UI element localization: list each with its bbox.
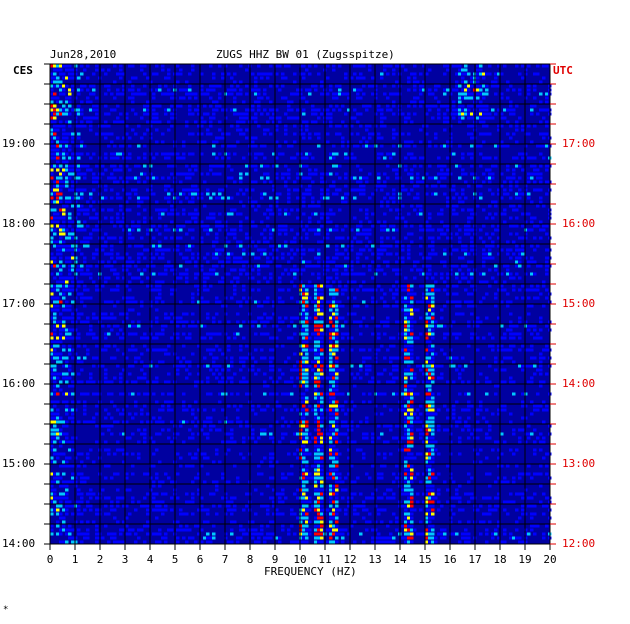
left-time-tick-label: 16:00 xyxy=(2,377,36,390)
x-tick-label: 16 xyxy=(443,553,457,566)
x-tick-label: 0 xyxy=(46,553,54,566)
right-time-tick-label: 16:00 xyxy=(562,217,596,230)
right-time-tick-label: 13:00 xyxy=(562,457,596,470)
left-time-tick-label: 19:00 xyxy=(2,137,36,150)
right-time-tick-label: 17:00 xyxy=(562,137,596,150)
left-time-tick-label: 17:00 xyxy=(2,297,36,310)
axes xyxy=(44,63,556,550)
right-time-tick-label: 12:00 xyxy=(562,537,596,550)
grid-lines xyxy=(49,63,551,545)
right-timezone-label: UTC xyxy=(553,64,573,77)
left-time-tick-label: 18:00 xyxy=(2,217,36,230)
x-tick-label: 2 xyxy=(96,553,104,566)
x-tick-label: 18 xyxy=(493,553,507,566)
x-tick-label: 12 xyxy=(343,553,357,566)
x-tick-label: 17 xyxy=(468,553,482,566)
x-tick-label: 6 xyxy=(196,553,204,566)
x-tick-label: 9 xyxy=(271,553,279,566)
x-tick-label: 20 xyxy=(543,553,557,566)
date-label: Jun28,2010 xyxy=(50,48,117,61)
x-tick-label: 19 xyxy=(518,553,532,566)
x-tick-label: 15 xyxy=(418,553,432,566)
x-tick-label: 10 xyxy=(293,553,307,566)
x-tick-label: 7 xyxy=(221,553,229,566)
right-time-tick-label: 15:00 xyxy=(562,297,596,310)
footnote-mark: * xyxy=(3,605,9,615)
left-timezone-label: CES xyxy=(13,64,33,77)
x-tick-label: 1 xyxy=(71,553,79,566)
x-tick-label: 5 xyxy=(171,553,179,566)
x-axis-label: FREQUENCY (HZ) xyxy=(264,565,357,578)
x-tick-label: 8 xyxy=(246,553,254,566)
x-tick-label: 4 xyxy=(146,553,154,566)
right-time-tick-label: 14:00 xyxy=(562,377,596,390)
x-tick-label: 13 xyxy=(368,553,382,566)
left-time-tick-label: 14:00 xyxy=(2,537,36,550)
x-tick-label: 14 xyxy=(393,553,407,566)
x-tick-label: 11 xyxy=(318,553,332,566)
station-title: ZUGS HHZ BW 01 (Zugsspitze) xyxy=(216,48,395,61)
left-time-tick-label: 15:00 xyxy=(2,457,36,470)
x-tick-label: 3 xyxy=(121,553,129,566)
